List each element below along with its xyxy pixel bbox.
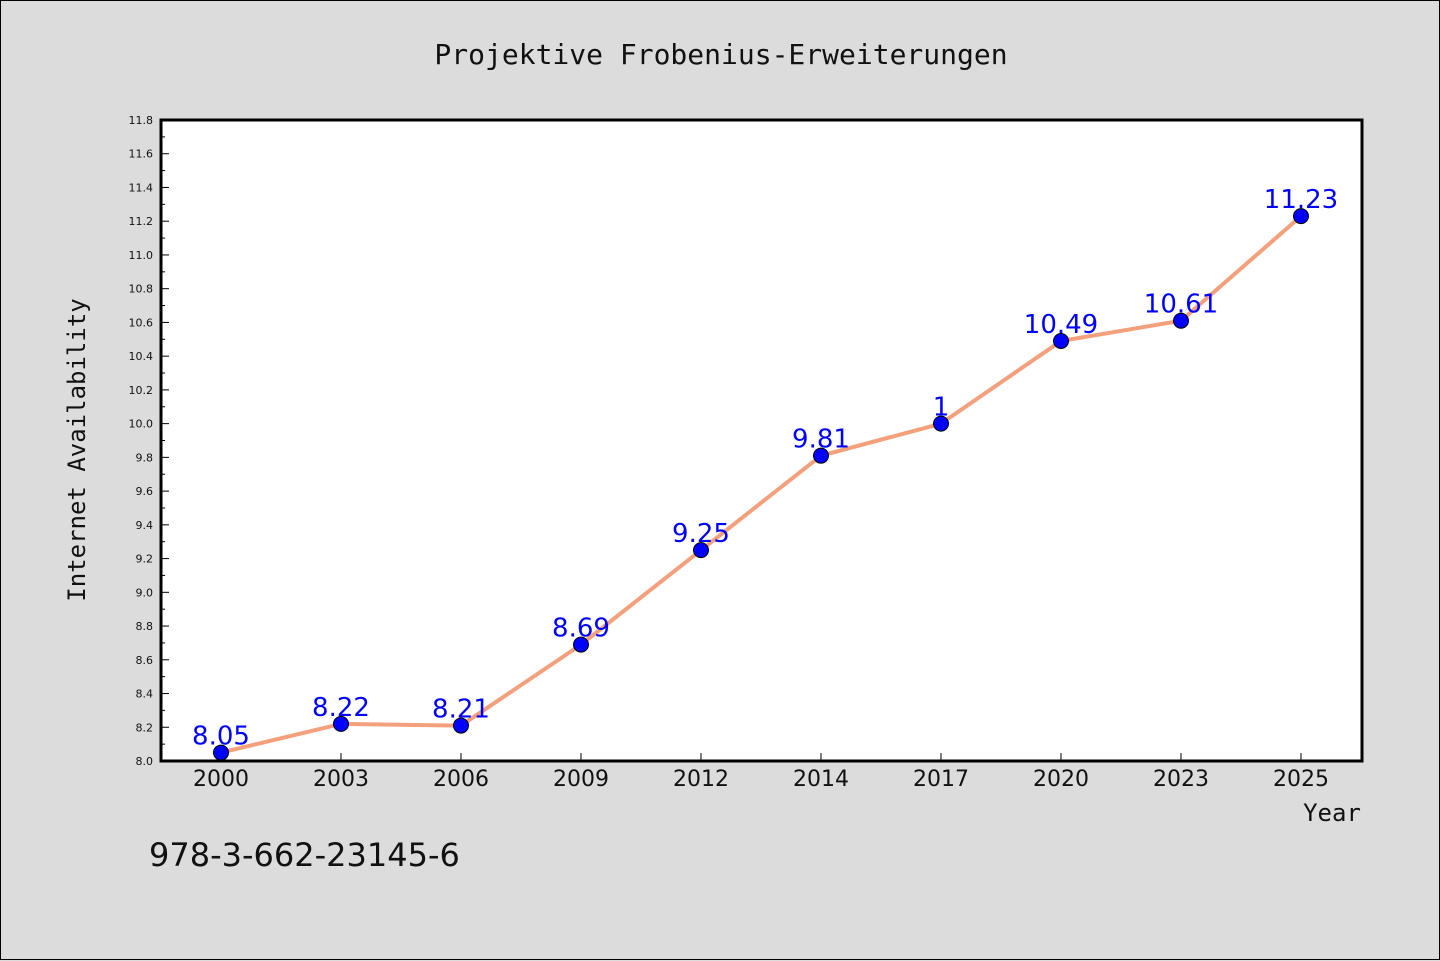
y-tick-label: 11.8	[129, 114, 154, 127]
x-tick-label: 2003	[313, 767, 369, 792]
data-label: 8.21	[432, 695, 490, 725]
y-axis: 8.0 8.2 8.4 8.6 8.8 9.0 9.2 9.4 9.6 9.8 10.0 10.2 10…	[129, 114, 169, 768]
x-tick-label: 2023	[1153, 767, 1209, 792]
data-label: 11.23	[1264, 185, 1338, 215]
x-tick-label: 2009	[553, 767, 609, 792]
data-point-marker	[573, 636, 589, 653]
data-point-marker	[1173, 312, 1189, 329]
data-label: 1	[933, 393, 950, 423]
plot-area	[159, 118, 1364, 763]
y-tick-label: 11.4	[129, 181, 154, 194]
y-tick-label: 10.6	[129, 316, 154, 329]
data-label: 9.81	[792, 425, 850, 455]
x-axis-label: Year	[1303, 799, 1361, 827]
data-label: 8.05	[192, 722, 250, 752]
chart-title: Projektive Frobenius-Erweiterungen	[434, 38, 1007, 71]
y-tick-label: 11.2	[129, 215, 154, 228]
x-tick-label: 2012	[673, 767, 729, 792]
series-layer	[213, 208, 1309, 761]
y-tick-label: 9.4	[136, 519, 154, 532]
data-point-marker	[933, 415, 949, 432]
y-tick-label: 10.0	[129, 418, 154, 431]
y-tick-label: 9.0	[136, 586, 154, 599]
x-tick-label: 2000	[193, 767, 249, 792]
x-axis: 2000 2003 2006 2009 2012 2014 2017 2020 2023 2025	[193, 753, 1329, 792]
x-tick-label: 2020	[1033, 767, 1089, 792]
data-point-marker	[453, 717, 469, 734]
y-tick-label: 9.2	[136, 553, 154, 566]
y-axis-label: Internet Availability	[63, 298, 91, 601]
y-tick-label: 10.4	[129, 350, 154, 363]
y-tick-label: 8.2	[136, 721, 154, 734]
data-point-marker	[693, 542, 709, 559]
x-tick-label: 2025	[1273, 767, 1329, 792]
isbn-text: 978-3-662-23145-6	[149, 836, 460, 874]
data-point-marker	[333, 715, 349, 732]
data-point-marker	[1053, 332, 1069, 349]
data-label: 8.22	[312, 693, 370, 723]
y-tick-label: 11.0	[129, 249, 154, 262]
data-label: 10.61	[1144, 290, 1218, 320]
data-label-layer: 8.05 8.22 8.21 8.69 9.25 9.81 1 10.49 10.61 11.23	[192, 185, 1338, 751]
data-point-marker	[813, 447, 829, 464]
y-tick-label: 9.6	[136, 485, 154, 498]
y-tick-label: 10.8	[129, 283, 154, 296]
y-tick-label: 8.0	[136, 755, 154, 768]
series-line	[219, 214, 1303, 755]
data-label: 8.69	[552, 614, 610, 644]
data-label: 9.25	[672, 519, 730, 549]
y-tick-label: 8.4	[136, 688, 154, 701]
x-tick-label: 2014	[793, 767, 849, 792]
y-tick-label: 11.6	[129, 148, 154, 161]
data-point-marker	[1293, 208, 1309, 225]
x-tick-label: 2017	[913, 767, 969, 792]
y-tick-label: 8.8	[136, 620, 154, 633]
data-label: 10.49	[1024, 310, 1098, 340]
y-tick-label: 9.8	[136, 451, 154, 464]
y-tick-label: 8.6	[136, 654, 154, 667]
data-point-marker	[213, 744, 229, 761]
x-tick-label: 2006	[433, 767, 489, 792]
y-tick-label: 10.2	[129, 384, 154, 397]
